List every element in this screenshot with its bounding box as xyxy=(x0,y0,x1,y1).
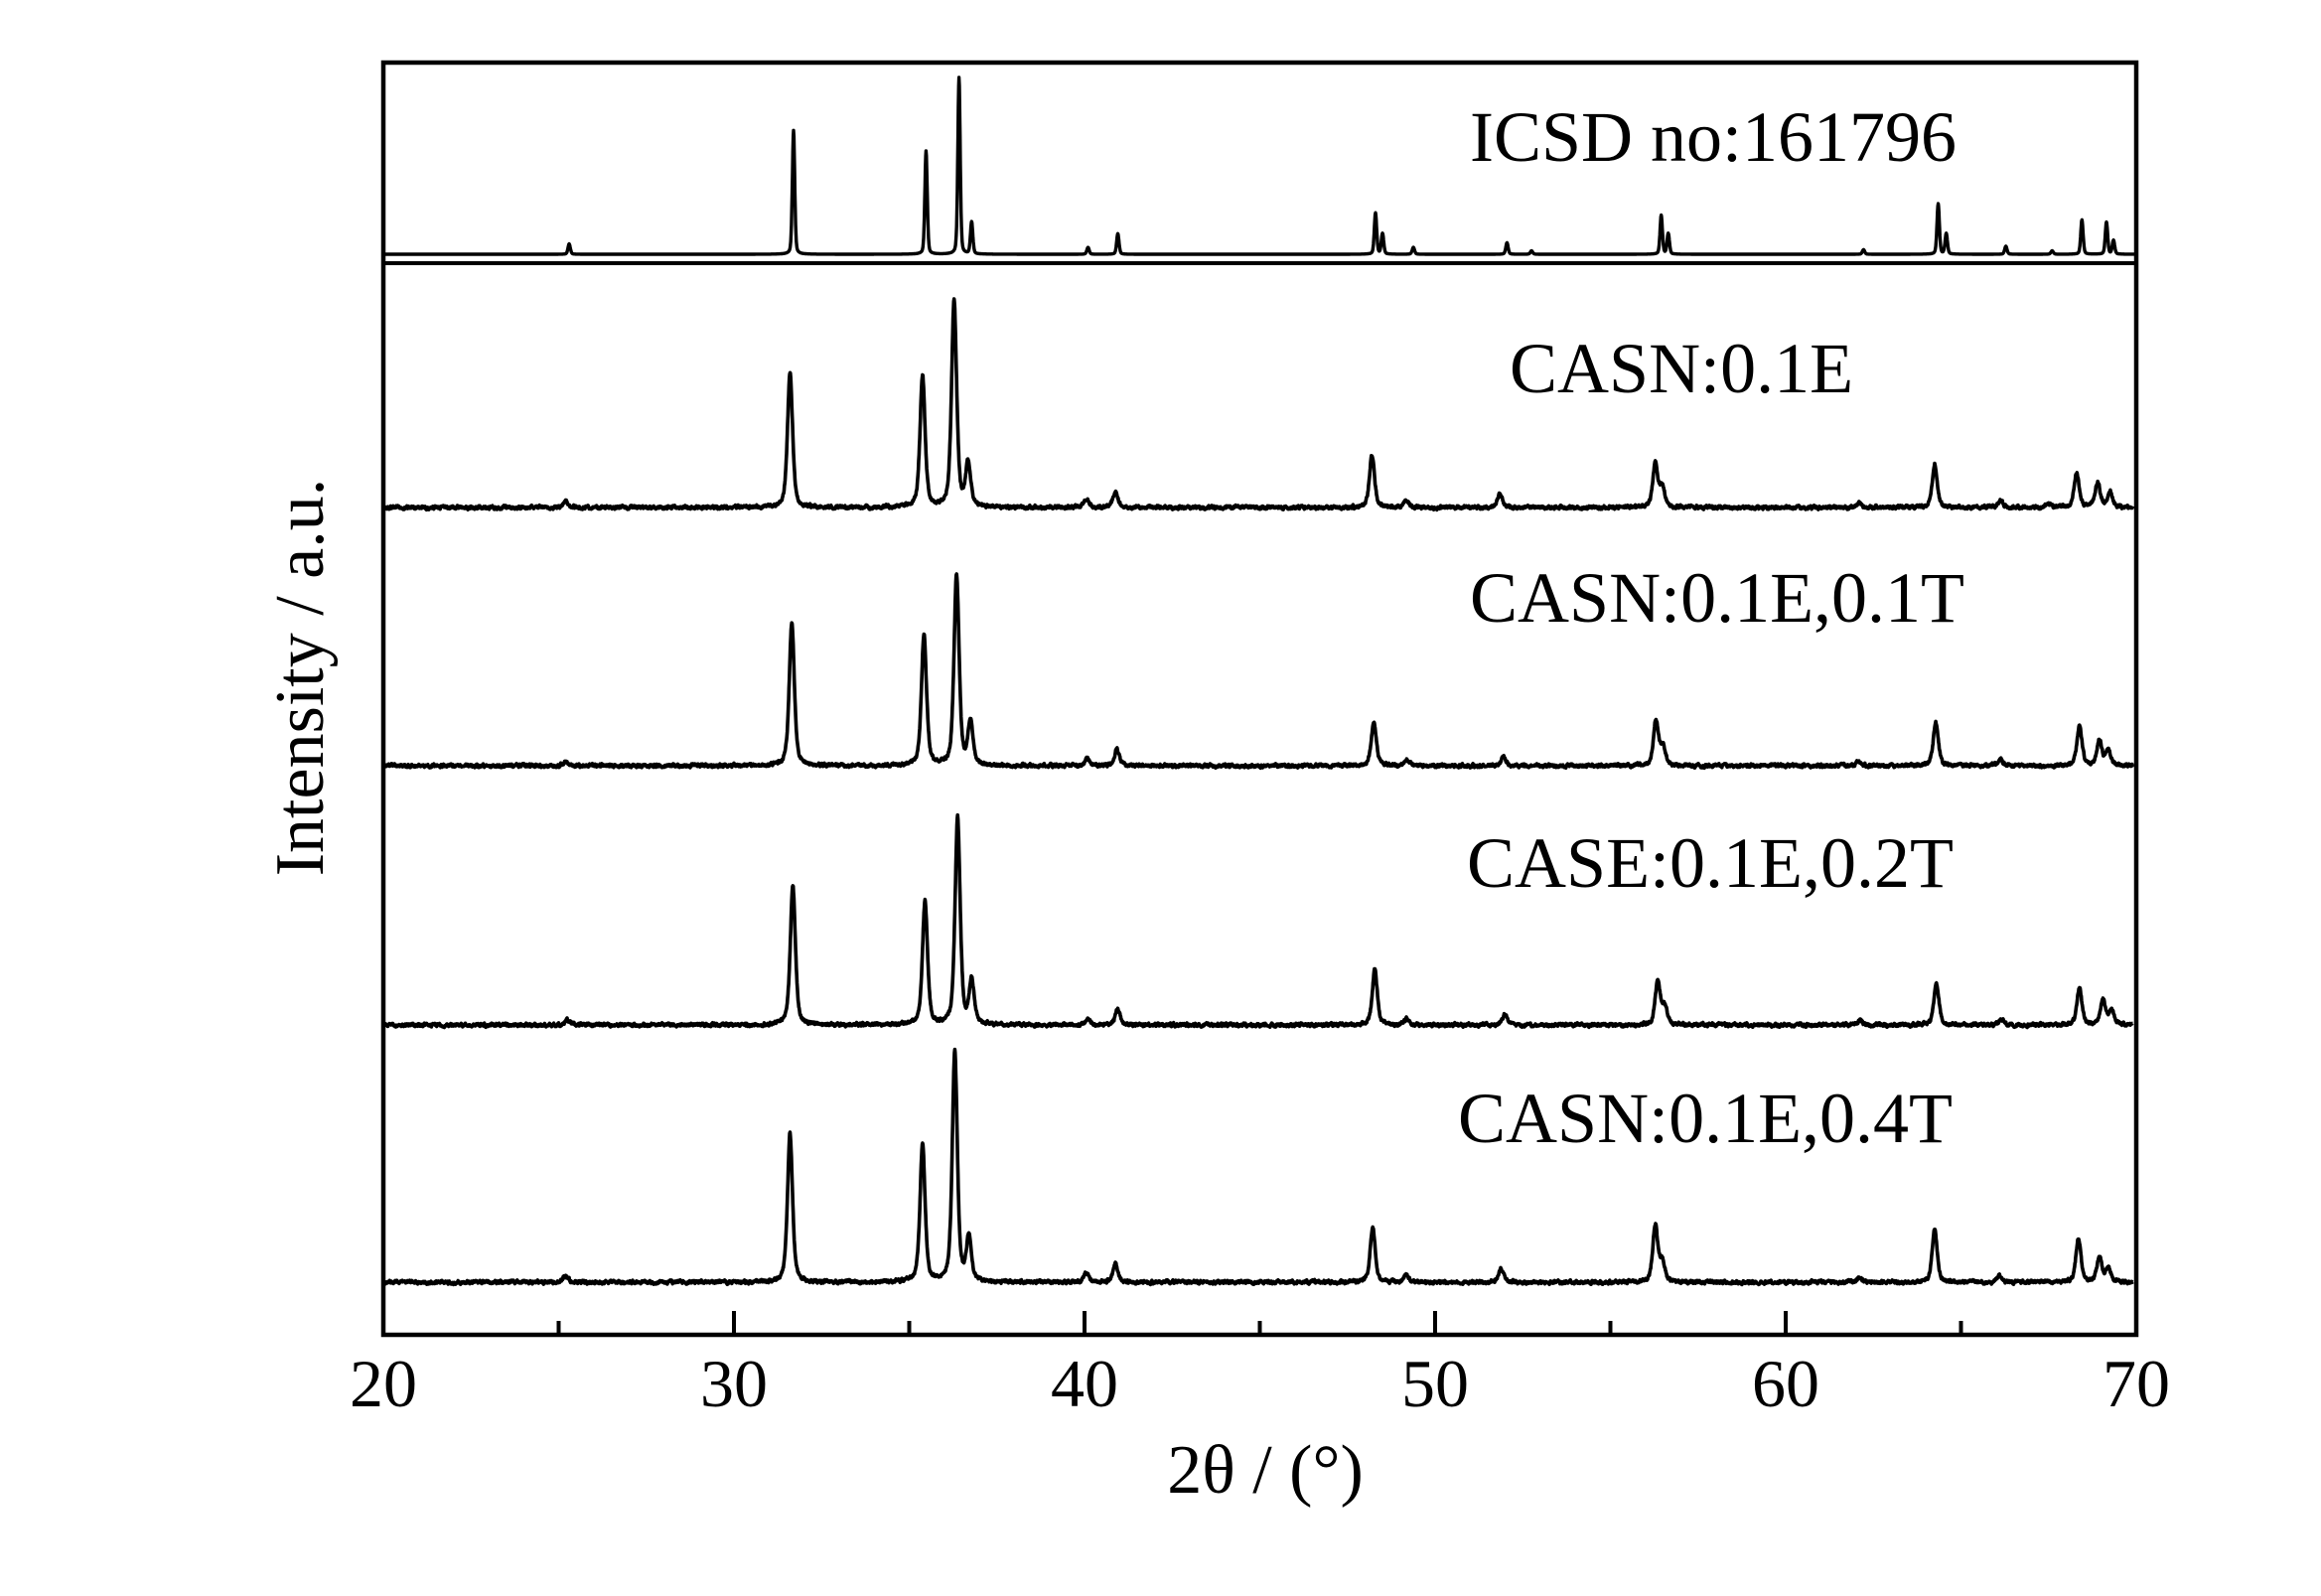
x-tick-label: 20 xyxy=(350,1346,417,1421)
x-tick-label: 70 xyxy=(2103,1346,2170,1421)
x-tick-label: 30 xyxy=(700,1346,768,1421)
series-label: CASN:0.1E,0.1T xyxy=(1470,558,1964,638)
series-label: CASE:0.1E,0.2T xyxy=(1467,823,1954,903)
series-line-1 xyxy=(381,297,2135,512)
series-line-0 xyxy=(381,75,2138,256)
series-line-4 xyxy=(381,1047,2134,1287)
series-label: CASN:0.1E xyxy=(1510,329,1853,408)
series-label: CASN:0.1E,0.4T xyxy=(1458,1079,1953,1158)
series-line-2 xyxy=(381,572,2135,771)
x-axis-label: 2θ / (°) xyxy=(1167,1432,1364,1509)
x-tick-label: 40 xyxy=(1051,1346,1118,1421)
x-tick-label: 60 xyxy=(1752,1346,1819,1421)
x-axis-ticks xyxy=(381,1311,2138,1335)
series-lines xyxy=(381,75,2138,1287)
series-line-3 xyxy=(381,812,2134,1030)
x-tick-label: 50 xyxy=(1401,1346,1469,1421)
y-axis-label: Intensity / a.u. xyxy=(262,479,339,876)
x-tick-labels: 20 30 40 50 60 70 xyxy=(350,1346,2170,1421)
series-label: ICSD no:161796 xyxy=(1470,97,1957,177)
